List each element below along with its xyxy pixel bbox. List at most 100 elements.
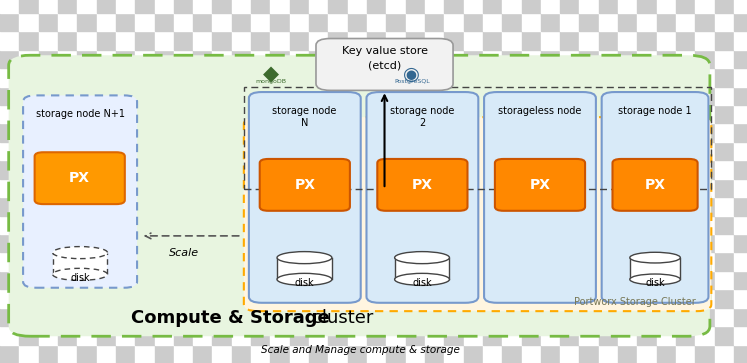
Bar <box>347 216 367 234</box>
Bar <box>0 289 19 308</box>
Bar <box>193 252 212 271</box>
Bar <box>715 86 734 105</box>
Bar <box>734 142 747 160</box>
Bar <box>676 308 695 326</box>
Bar <box>116 252 135 271</box>
Bar <box>637 142 657 160</box>
Bar <box>58 179 77 197</box>
Bar <box>541 160 560 179</box>
Bar <box>521 13 541 31</box>
Bar <box>695 160 715 179</box>
Bar <box>406 326 425 344</box>
Bar <box>193 50 212 68</box>
Text: Portworx Storage Cluster: Portworx Storage Cluster <box>574 297 696 307</box>
Bar <box>309 123 329 142</box>
Bar <box>676 31 695 50</box>
Bar <box>244 87 711 189</box>
Bar <box>599 197 618 216</box>
Bar <box>212 252 232 271</box>
Bar <box>483 160 502 179</box>
Bar <box>347 308 367 326</box>
Bar <box>560 216 580 234</box>
Bar <box>483 271 502 289</box>
Bar <box>309 344 329 363</box>
Bar <box>309 13 329 31</box>
Bar <box>502 50 521 68</box>
Bar <box>676 326 695 344</box>
Bar <box>232 344 251 363</box>
Bar <box>637 86 657 105</box>
Bar <box>19 0 39 13</box>
FancyBboxPatch shape <box>484 92 596 303</box>
Bar <box>676 142 695 160</box>
Bar <box>599 216 618 234</box>
Bar <box>406 160 425 179</box>
Bar <box>135 271 155 289</box>
Bar <box>657 31 676 50</box>
Bar <box>657 234 676 252</box>
Bar <box>464 252 483 271</box>
Bar <box>425 289 444 308</box>
Bar <box>734 68 747 86</box>
Text: storage node
N: storage node N <box>272 106 337 128</box>
Bar <box>444 216 464 234</box>
Bar <box>232 252 251 271</box>
Bar <box>347 179 367 197</box>
Bar <box>77 105 96 123</box>
Bar <box>464 234 483 252</box>
Bar <box>193 13 212 31</box>
Bar <box>212 142 232 160</box>
Bar <box>309 252 329 271</box>
Bar <box>541 289 560 308</box>
Bar <box>444 344 464 363</box>
Bar <box>270 326 290 344</box>
Bar <box>464 31 483 50</box>
Text: PX: PX <box>645 178 666 192</box>
Bar <box>425 252 444 271</box>
Bar <box>695 252 715 271</box>
FancyBboxPatch shape <box>34 152 125 204</box>
Bar <box>309 160 329 179</box>
Bar <box>96 271 116 289</box>
Bar <box>39 216 58 234</box>
Bar <box>386 13 406 31</box>
Bar <box>58 326 77 344</box>
Bar <box>135 142 155 160</box>
Bar <box>464 160 483 179</box>
Text: (etcd): (etcd) <box>368 60 401 70</box>
Bar <box>734 216 747 234</box>
Bar <box>155 326 174 344</box>
Bar <box>135 234 155 252</box>
Bar <box>541 197 560 216</box>
Bar <box>425 179 444 197</box>
Bar <box>367 68 386 86</box>
Bar <box>560 197 580 216</box>
Bar <box>232 86 251 105</box>
Bar <box>251 160 270 179</box>
Bar <box>464 344 483 363</box>
Bar <box>637 105 657 123</box>
Bar <box>676 234 695 252</box>
Bar <box>58 234 77 252</box>
Bar <box>580 344 599 363</box>
Bar <box>135 308 155 326</box>
Bar <box>251 105 270 123</box>
Bar <box>193 344 212 363</box>
Bar <box>232 197 251 216</box>
Bar <box>0 308 19 326</box>
Bar <box>715 308 734 326</box>
Bar <box>502 0 521 13</box>
Bar <box>309 86 329 105</box>
Bar <box>347 0 367 13</box>
Bar <box>444 50 464 68</box>
Bar <box>560 105 580 123</box>
Bar <box>329 234 347 252</box>
Bar <box>618 0 637 13</box>
Bar <box>386 197 406 216</box>
Bar <box>116 308 135 326</box>
Bar <box>96 308 116 326</box>
Bar <box>560 271 580 289</box>
Bar <box>367 197 386 216</box>
Bar <box>502 142 521 160</box>
Bar <box>329 289 347 308</box>
